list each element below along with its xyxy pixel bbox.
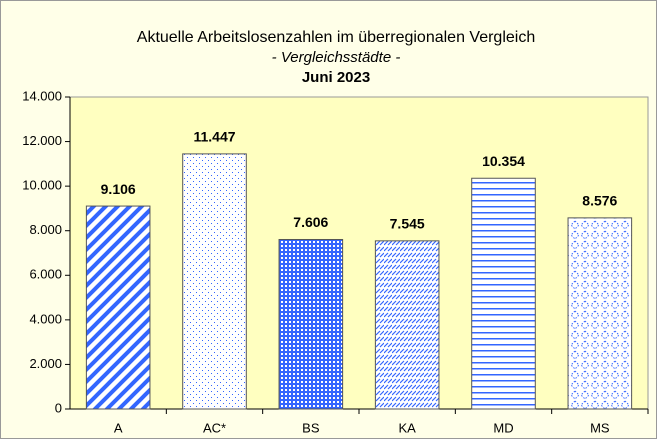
y-tick-label: 8.000	[29, 222, 62, 237]
y-tick-label: 4.000	[29, 311, 62, 326]
x-tick-label: A	[114, 420, 123, 435]
value-label: 9.106	[101, 181, 136, 197]
bar	[182, 153, 247, 410]
bar	[85, 205, 151, 410]
bar	[374, 240, 440, 410]
value-label: 10.354	[482, 153, 525, 169]
plot-area	[69, 96, 649, 410]
chart-subtitle: - Vergleichsstädte -	[272, 49, 401, 66]
chart-title: Aktuelle Arbeitslosenzahlen im überregio…	[137, 29, 535, 46]
x-tick-label: MS	[590, 420, 610, 435]
y-tick-label: 2.000	[29, 356, 62, 371]
chart-date: Juni 2023	[302, 69, 370, 86]
y-tick-label: 6.000	[29, 267, 62, 282]
y-tick-label: 10.000	[22, 178, 62, 193]
y-tick-label: 12.000	[22, 133, 62, 148]
y-tick-label: 0	[55, 400, 62, 415]
bar	[567, 217, 633, 410]
x-tick-label: BS	[302, 420, 320, 435]
value-label: 11.447	[193, 129, 235, 145]
value-label: 7.545	[390, 216, 425, 232]
value-label: 7.606	[293, 214, 328, 230]
value-label: 8.576	[582, 193, 617, 209]
bar	[471, 177, 536, 410]
x-tick-label: MD	[493, 420, 513, 435]
x-tick-label: KA	[398, 420, 416, 435]
y-tick-label: 14.000	[22, 88, 62, 103]
bar	[278, 238, 344, 410]
x-tick-label: AC*	[203, 420, 226, 435]
